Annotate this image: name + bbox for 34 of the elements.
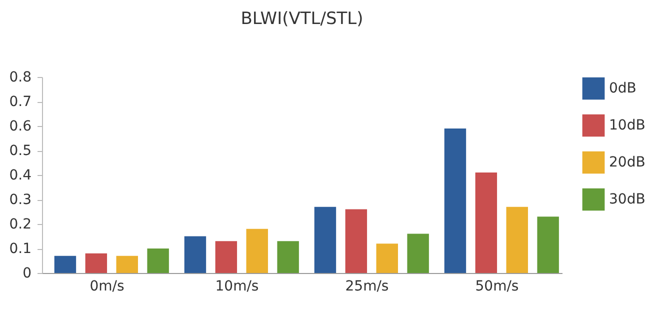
bar <box>54 256 76 273</box>
bar <box>475 172 498 273</box>
bar <box>246 228 268 273</box>
y-tick-label: 0.3 <box>9 192 32 208</box>
y-tick-label: 0.8 <box>9 70 32 86</box>
bar <box>444 128 466 273</box>
y-tick-label: 0.2 <box>9 216 32 232</box>
legend-label: 30dB <box>609 192 646 208</box>
bar <box>537 216 559 273</box>
bar <box>184 236 206 273</box>
bar <box>376 244 398 273</box>
bar <box>116 256 138 273</box>
y-tick-label: 0.1 <box>9 241 32 257</box>
x-tick-label: 25m/s <box>345 278 389 294</box>
legend-label: 0dB <box>609 80 636 96</box>
y-tick-label: 0 <box>22 266 32 282</box>
bar <box>314 206 336 273</box>
x-tick-label: 0m/s <box>90 278 124 294</box>
y-tick-label: 0.6 <box>9 118 32 134</box>
legend-label: 20dB <box>609 154 646 170</box>
bar <box>277 241 299 273</box>
x-tick-label: 10m/s <box>215 278 259 294</box>
y-tick-label: 0.7 <box>9 94 32 110</box>
chart-title: BLWI(VTL/STL) <box>240 9 364 29</box>
bar <box>506 206 528 273</box>
y-tick-label: 0.5 <box>9 143 32 159</box>
legend-label: 10dB <box>609 118 646 134</box>
bar <box>147 248 169 273</box>
y-tick-label: 0.4 <box>9 168 32 184</box>
bar <box>345 209 368 273</box>
x-tick-label: 50m/s <box>475 278 519 294</box>
bar <box>215 241 238 273</box>
bar <box>85 253 108 273</box>
bar <box>407 234 429 273</box>
